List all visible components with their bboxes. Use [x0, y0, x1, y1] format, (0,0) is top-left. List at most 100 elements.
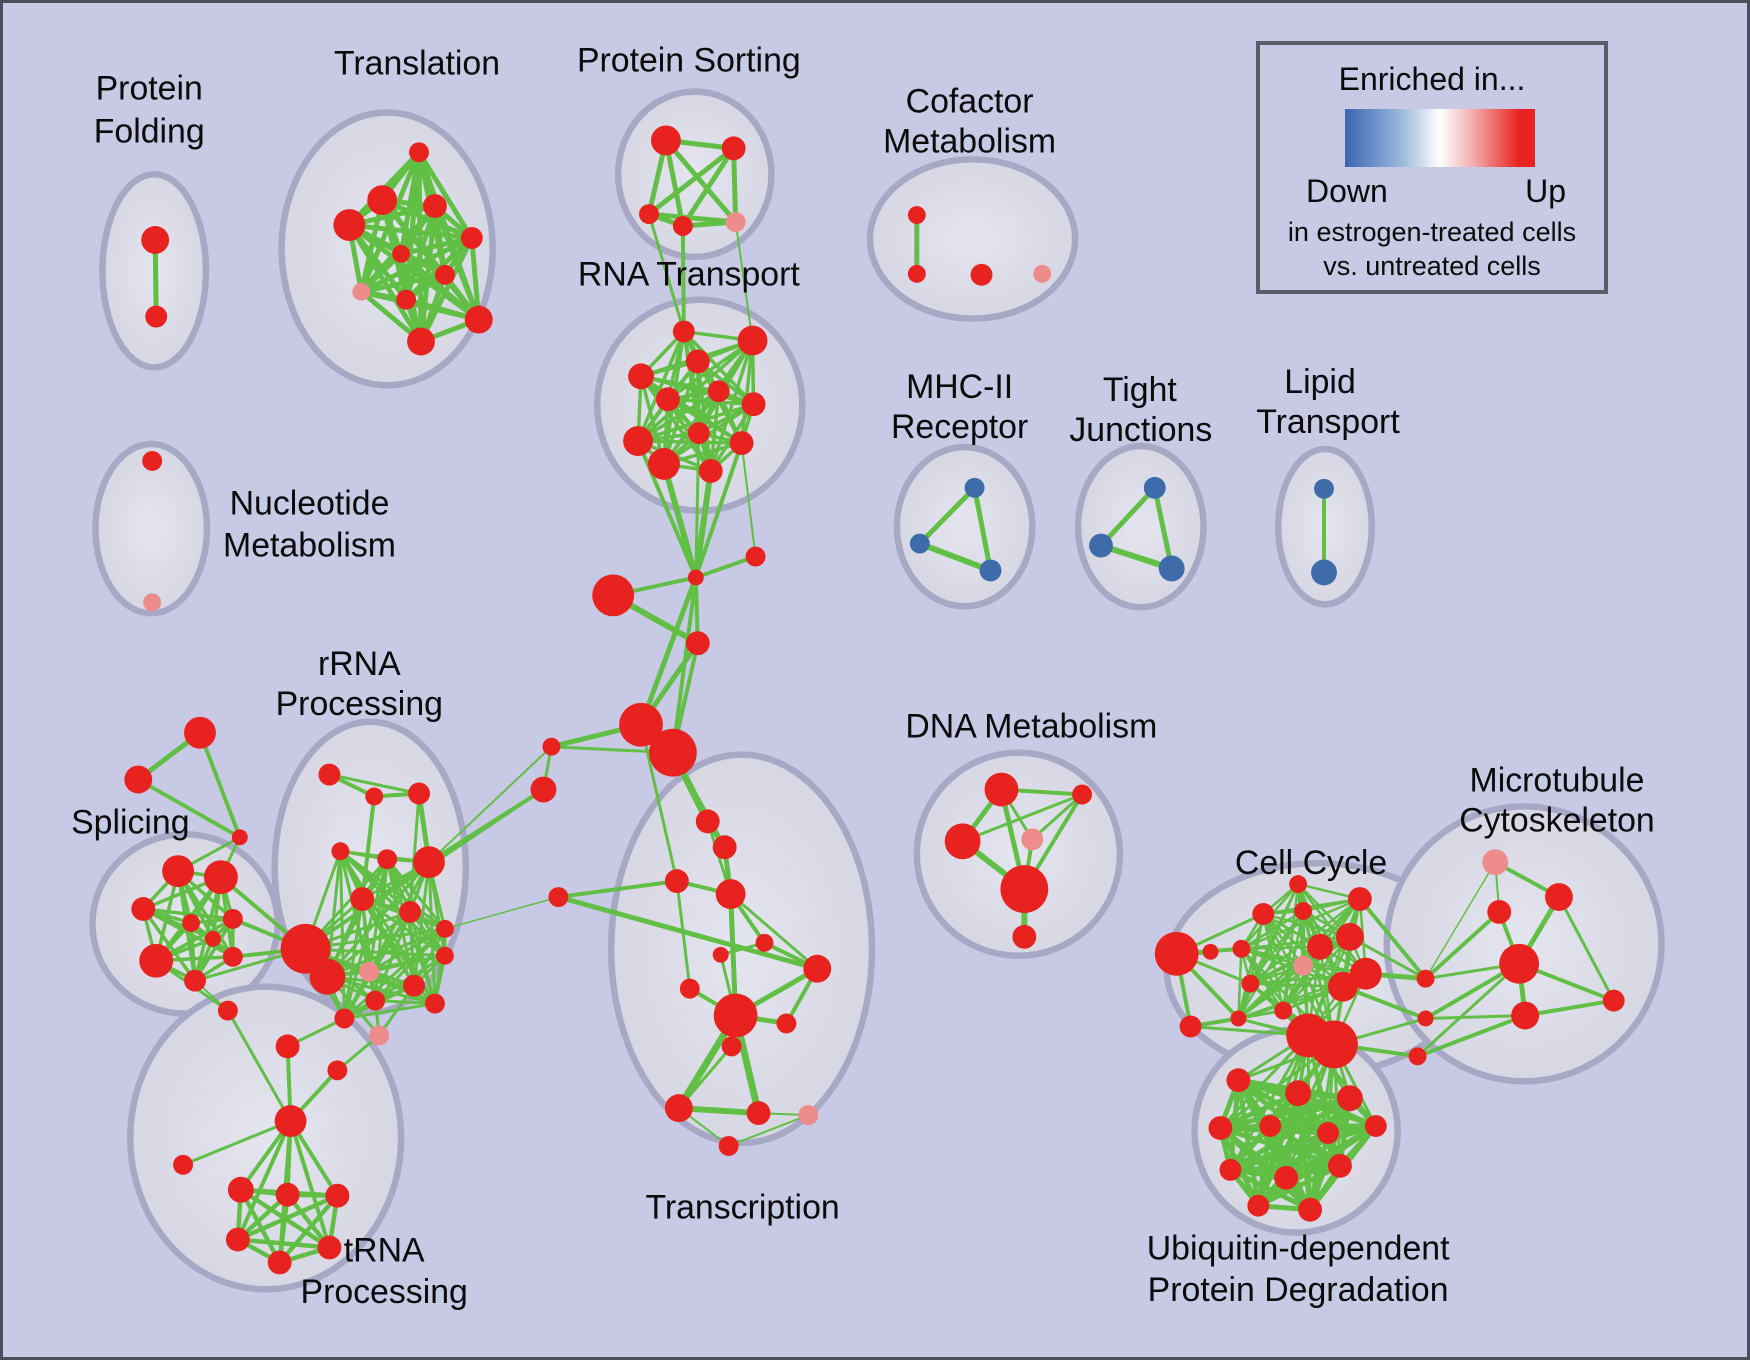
node-c3: [1232, 939, 1251, 958]
node-tr10: [713, 993, 758, 1038]
edge-u2-u4: [1217, 1090, 1301, 1131]
cluster-label-microtubule-cytoskeleton-line1: Microtubule: [1470, 761, 1645, 799]
node-dm3: [944, 823, 981, 860]
edge-c13-u9: [1284, 1033, 1310, 1180]
node-u11: [1247, 1194, 1270, 1217]
edge-rl-ro: [373, 999, 437, 1006]
edge-hd-hf: [235, 1237, 332, 1250]
node-sg: [184, 969, 206, 992]
node-sd: [182, 913, 200, 932]
node-tr13: [664, 1094, 693, 1123]
cluster-label-cofactor-metabolism-line1: Cofactor: [906, 82, 1034, 120]
node-rt7: [741, 392, 766, 417]
node-p2: [649, 728, 697, 777]
node-tj3: [1158, 555, 1185, 582]
node-rt2: [737, 325, 768, 356]
edge-mt5-mt6: [1523, 998, 1616, 1018]
edge-ps2-ps5: [731, 145, 739, 225]
cluster-microtubule-cytoskeleton: [1383, 803, 1665, 1085]
node-t8: [352, 282, 371, 301]
node-n2: [685, 631, 710, 656]
node-mt5: [1511, 1001, 1540, 1030]
node-tj2: [1089, 533, 1113, 558]
edge-ro-h1b: [325, 975, 437, 1006]
node-dm4: [1021, 828, 1044, 851]
node-tr11: [776, 1013, 797, 1034]
node-rk: [369, 1025, 390, 1046]
edge-t6-t8: [358, 251, 404, 295]
edge-th-hf: [288, 1119, 332, 1250]
edge-ra-rc: [327, 773, 421, 795]
node-cm3: [970, 263, 993, 286]
edge-t5-t6: [398, 235, 475, 257]
node-c15: [1289, 875, 1308, 894]
edge-dm2-dm4: [1030, 792, 1084, 841]
edge-u8-u12: [1227, 1167, 1313, 1213]
node-ro: [424, 993, 445, 1014]
node-nm1: [142, 451, 163, 471]
node-tr4: [715, 879, 746, 909]
edge-sb-sg: [193, 875, 223, 983]
edge-k1-mt1: [1424, 861, 1496, 980]
edge-hc-hd: [235, 1193, 340, 1242]
node-dm5: [1000, 865, 1049, 913]
edge-c14-u11: [1256, 1042, 1336, 1208]
node-u4: [1208, 1116, 1233, 1140]
node-rf: [359, 961, 380, 982]
node-hf: [317, 1235, 342, 1260]
edge-c3-c6: [1237, 947, 1243, 1020]
cluster-label-splicing: Splicing: [71, 803, 189, 841]
node-c5: [1241, 974, 1260, 993]
cluster-label-lipid-transport-line1: Lipid: [1284, 363, 1355, 401]
cluster-label-nucleotide-metabolism-line2: Metabolism: [223, 527, 396, 565]
node-mt4: [1499, 943, 1540, 984]
node-pf2: [145, 305, 168, 328]
edge-t7-t8: [358, 272, 448, 295]
node-mt6: [1602, 989, 1625, 1012]
node-t5: [460, 227, 483, 249]
node-rt4: [685, 349, 710, 374]
node-layer: [124, 125, 1625, 1275]
network-canvas: Protein Folding Translation Protein Sorting…: [71, 42, 1665, 1312]
node-cm1: [907, 206, 926, 225]
edge-c13-u10: [1306, 1033, 1342, 1168]
edge-d1-th: [226, 1009, 293, 1123]
edge-j1-nr1: [693, 554, 758, 580]
node-c12: [1327, 971, 1358, 1002]
node-u10: [1327, 1153, 1352, 1178]
edge-rh-rm: [412, 860, 431, 988]
node-rt3: [628, 363, 654, 390]
cluster-label-cofactor-metabolism-line2: Metabolism: [883, 122, 1056, 160]
legend-scale: Down Up: [1306, 173, 1566, 210]
legend-title: Enriched in...: [1338, 61, 1526, 97]
node-mh1: [964, 477, 985, 498]
node-rm: [403, 974, 425, 997]
edge-c10-k1: [1348, 935, 1428, 981]
cluster-label-tight-junctions-line1: Tight: [1103, 371, 1178, 409]
edge-ps1-ps5: [663, 137, 739, 225]
edge-c11-c15: [1296, 882, 1368, 975]
edge-ps5-rt2: [734, 221, 754, 342]
edge-c16-k1: [1357, 897, 1428, 981]
node-ps5: [725, 212, 746, 232]
node-ps3: [639, 204, 659, 225]
node-t3: [333, 209, 366, 241]
edge-mh1-mh3: [972, 485, 993, 573]
node-c6: [1230, 1010, 1247, 1027]
edge-rt6-rt8: [636, 389, 721, 443]
edge-dm2-dm3: [961, 792, 1084, 843]
node-c1: [1252, 903, 1275, 925]
edge-x2-x3: [136, 777, 242, 840]
node-c11: [1349, 957, 1382, 990]
label-layer: Protein Folding Translation Protein Sorting…: [71, 42, 1655, 1312]
node-t9: [396, 289, 417, 310]
node-sb: [203, 860, 238, 895]
edge-x1-x3: [197, 730, 242, 840]
node-mh3: [979, 559, 1002, 582]
edge-rj-rp: [342, 927, 447, 1020]
node-rb: [365, 787, 384, 806]
edge-rt1-rt8: [636, 329, 686, 443]
node-m1: [542, 737, 561, 756]
cluster-tight-junctions: [1074, 442, 1207, 611]
edge-mh1-mh2: [917, 485, 978, 547]
